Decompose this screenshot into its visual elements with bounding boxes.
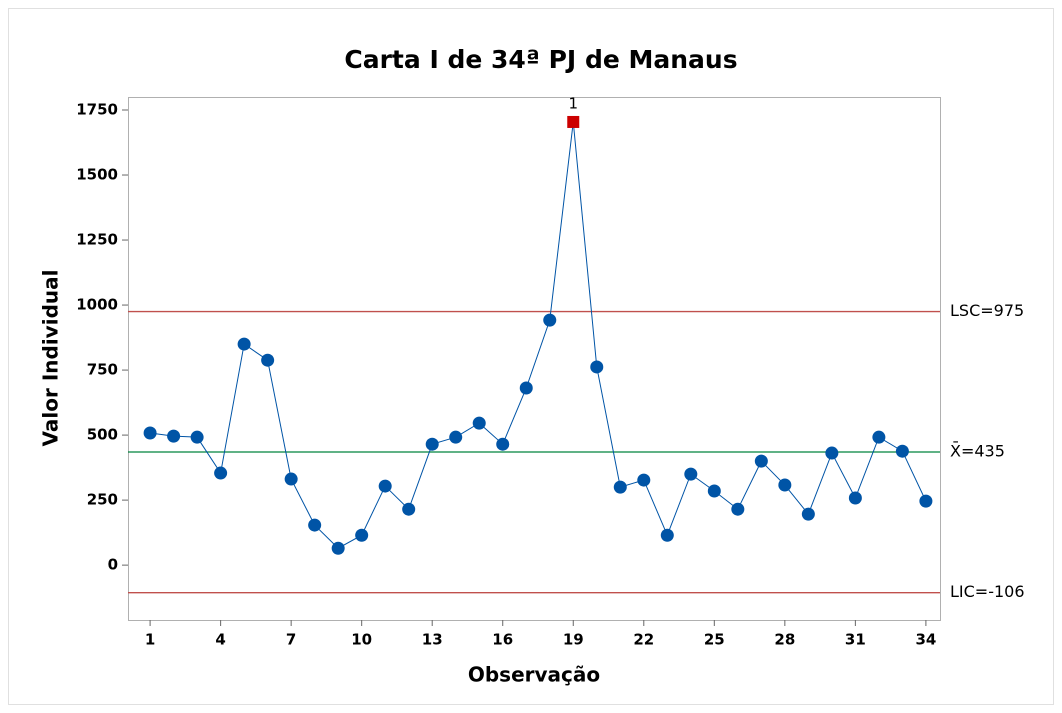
data-point — [731, 502, 745, 516]
y-tick-label: 1750 — [76, 101, 118, 119]
y-axis-label: Valor Individual — [39, 270, 63, 447]
y-tick-label: 750 — [87, 361, 118, 379]
data-point — [496, 437, 510, 451]
x-tick-label: 25 — [704, 631, 725, 649]
chart-title: Carta I de 34ª PJ de Manaus — [344, 45, 737, 74]
x-tick-label: 34 — [915, 631, 936, 649]
data-point — [848, 491, 862, 505]
x-tick-label: 28 — [774, 631, 795, 649]
data-point — [237, 337, 251, 351]
x-tick-label: 10 — [351, 631, 372, 649]
data-point — [190, 430, 204, 444]
x-tick-label: 13 — [422, 631, 443, 649]
data-point — [167, 429, 181, 443]
x-axis-label: Observação — [468, 663, 600, 687]
control-limit-label: LSC=975 — [950, 301, 1024, 320]
data-point — [637, 473, 651, 487]
data-point — [472, 416, 486, 430]
control-limit-label: X̄=435 — [950, 441, 1005, 460]
x-tick-label: 19 — [563, 631, 584, 649]
series-line — [150, 121, 927, 549]
data-point — [355, 528, 369, 542]
x-tick-label: 22 — [633, 631, 654, 649]
data-point — [660, 528, 674, 542]
data-point — [872, 430, 886, 444]
data-point — [825, 446, 839, 460]
data-point — [707, 484, 721, 498]
plot-area — [128, 97, 941, 621]
x-tick-label: 16 — [492, 631, 513, 649]
x-tick-label: 1 — [145, 631, 155, 649]
x-tick-label: 4 — [215, 631, 225, 649]
y-tick-label: 1000 — [76, 296, 118, 314]
y-tick-label: 0 — [108, 556, 118, 574]
data-point — [378, 479, 392, 493]
y-tick-label: 1500 — [76, 166, 118, 184]
data-point — [613, 480, 627, 494]
x-tick-label: 31 — [845, 631, 866, 649]
flagged-point — [567, 115, 580, 128]
data-point — [543, 313, 557, 327]
data-point — [754, 454, 768, 468]
data-point — [590, 360, 604, 374]
data-point — [519, 381, 533, 395]
data-point — [895, 444, 909, 458]
data-point — [919, 494, 933, 508]
data-point — [331, 541, 345, 555]
data-point — [425, 437, 439, 451]
control-limit-label: LIC=-106 — [950, 582, 1025, 601]
y-tick-label: 500 — [87, 426, 118, 444]
data-point — [449, 430, 463, 444]
data-point — [284, 472, 298, 486]
y-tick-label: 250 — [87, 491, 118, 509]
x-tick-label: 7 — [286, 631, 296, 649]
data-point — [143, 426, 157, 440]
data-point — [402, 502, 416, 516]
annotation: 1 — [568, 94, 578, 112]
data-point — [261, 353, 275, 367]
data-point — [778, 478, 792, 492]
data-point — [684, 467, 698, 481]
data-point — [308, 518, 322, 532]
data-point — [214, 466, 228, 480]
data-point — [801, 507, 815, 521]
y-tick-label: 1250 — [76, 231, 118, 249]
